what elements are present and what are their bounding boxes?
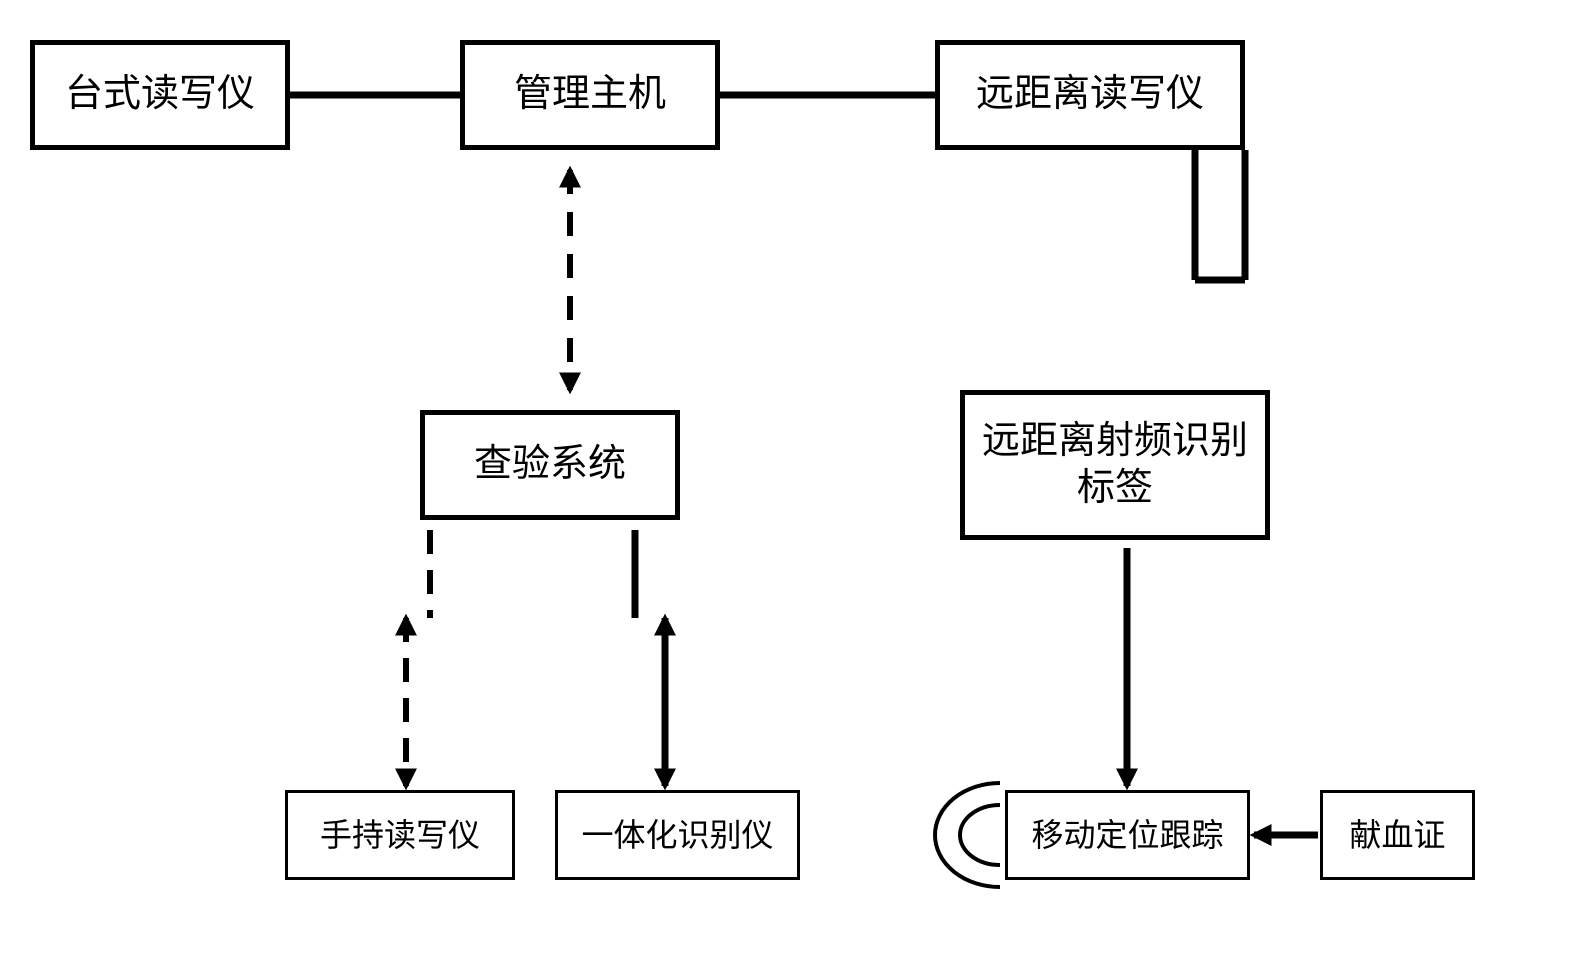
node-handheld-reader: 手持读写仪 [285, 790, 515, 880]
rf-wave-arc [835, 695, 1000, 968]
diagram-canvas: 台式读写仪 管理主机 远距离读写仪查验系统 远距离射频识别 标签手持读写仪 一体化识别仪… [0, 0, 1580, 968]
node-long-rfid-tag: 远距离射频识别 标签 [960, 390, 1270, 540]
node-label: 移动定位跟踪 [1031, 815, 1223, 855]
node-integrated-reader: 一体化识别仪 [555, 790, 800, 880]
node-label: 管理主机 [514, 71, 666, 119]
node-mgmt-host: 管理主机 [460, 40, 720, 150]
node-desktop-reader: 台式读写仪 [30, 40, 290, 150]
node-label: 台式读写仪 [65, 71, 255, 119]
node-donor-card: 献血证 [1320, 790, 1475, 880]
node-label: 远距离读写仪 [976, 71, 1204, 119]
rf-wave-arc [935, 783, 1000, 887]
rf-wave-arc [885, 739, 1000, 931]
rf-wave-arc [910, 761, 1000, 909]
node-mobile-track: 移动定位跟踪 [1005, 790, 1250, 880]
node-inspect-sys: 查验系统 [420, 410, 680, 520]
node-label: 献血证 [1349, 815, 1445, 855]
node-long-reader: 远距离读写仪 [935, 40, 1245, 150]
node-label: 远距离射频识别 标签 [982, 418, 1248, 513]
rf-wave-arc [960, 805, 1000, 865]
node-label: 手持读写仪 [320, 815, 480, 855]
node-label: 查验系统 [474, 441, 626, 489]
rf-wave-arc [860, 717, 1000, 953]
node-label: 一体化识别仪 [581, 815, 773, 855]
